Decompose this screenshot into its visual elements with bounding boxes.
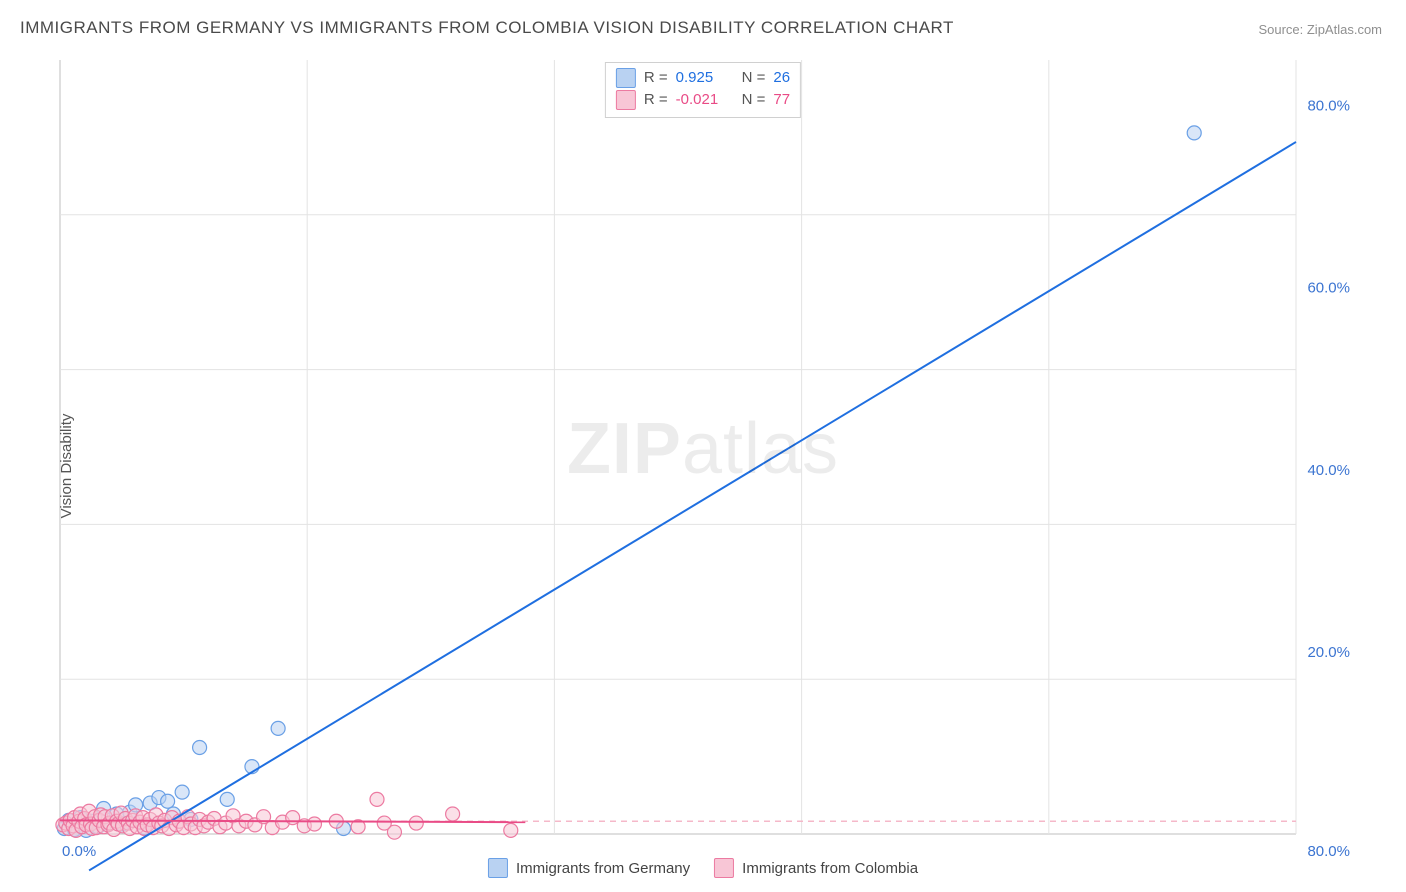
n-value: 26 xyxy=(773,67,790,89)
svg-text:80.0%: 80.0% xyxy=(1307,843,1350,860)
r-label: R = xyxy=(644,89,668,111)
stats-legend-row: R = 0.925 N = 26 xyxy=(616,67,790,89)
scatter-chart: 20.0% 40.0% 60.0% 80.0% 0.0% 80.0% xyxy=(20,50,1386,882)
stats-legend-row: R = -0.021 N = 77 xyxy=(616,89,790,111)
y-axis-label: Vision Disability xyxy=(58,414,75,519)
source-attribution: Source: ZipAtlas.com xyxy=(1258,22,1382,37)
series-legend-item: Immigrants from Germany xyxy=(488,858,690,878)
r-value: 0.925 xyxy=(676,67,728,89)
legend-swatch xyxy=(616,68,636,88)
svg-text:60.0%: 60.0% xyxy=(1307,280,1350,297)
svg-text:80.0%: 80.0% xyxy=(1307,98,1350,115)
svg-text:20.0%: 20.0% xyxy=(1307,644,1350,661)
n-label: N = xyxy=(742,89,766,111)
legend-swatch xyxy=(714,858,734,878)
series-label: Immigrants from Colombia xyxy=(742,860,918,877)
svg-text:0.0%: 0.0% xyxy=(62,843,96,860)
series-legend: Immigrants from Germany Immigrants from C… xyxy=(488,858,918,878)
legend-swatch xyxy=(616,90,636,110)
page-title: IMMIGRANTS FROM GERMANY VS IMMIGRANTS FR… xyxy=(20,18,954,38)
legend-swatch xyxy=(488,858,508,878)
svg-text:40.0%: 40.0% xyxy=(1307,462,1350,479)
n-label: N = xyxy=(742,67,766,89)
series-legend-item: Immigrants from Colombia xyxy=(714,858,918,878)
n-value: 77 xyxy=(773,89,790,111)
r-value: -0.021 xyxy=(676,89,728,111)
stats-legend: R = 0.925 N = 26 R = -0.021 N = 77 xyxy=(605,62,801,118)
r-label: R = xyxy=(644,67,668,89)
chart-container: Vision Disability ZIPatlas 20.0%40.0%60.… xyxy=(20,50,1386,882)
series-label: Immigrants from Germany xyxy=(516,860,690,877)
